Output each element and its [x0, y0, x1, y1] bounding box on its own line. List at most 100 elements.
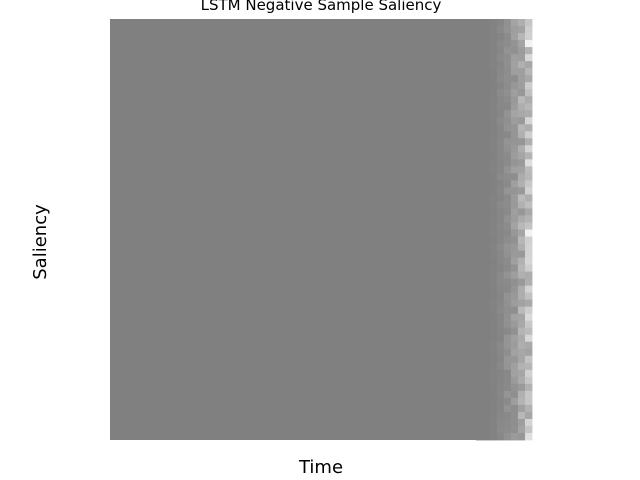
- heatmap-cell: [475, 222, 484, 230]
- heatmap-cell: [482, 145, 491, 153]
- heatmap-cell: [517, 285, 526, 294]
- heatmap-cell: [475, 320, 484, 329]
- heatmap-cell: [496, 26, 505, 34]
- heatmap-cell: [475, 124, 484, 132]
- heatmap-cell: [482, 89, 491, 97]
- heatmap-cell: [482, 229, 491, 237]
- heatmap-cell: [503, 257, 512, 265]
- heatmap-cell: [475, 96, 484, 104]
- heatmap-cell: [503, 61, 512, 69]
- heatmap-cell: [503, 180, 512, 188]
- heatmap-cell: [517, 215, 526, 223]
- heatmap-cell: [517, 313, 526, 322]
- heatmap-cell: [496, 278, 505, 287]
- heatmap-cell: [475, 390, 484, 399]
- heatmap-cell: [482, 271, 491, 280]
- heatmap-cell: [475, 180, 484, 188]
- heatmap-cell: [496, 103, 505, 111]
- heatmap-cell: [475, 285, 484, 294]
- heatmap-cell: [482, 96, 491, 104]
- heatmap-cell: [496, 404, 505, 413]
- heatmap-cell: [510, 348, 519, 357]
- heatmap-cell: [482, 362, 491, 371]
- heatmap-cell: [482, 117, 491, 125]
- heatmap-cell: [489, 257, 498, 265]
- heatmap-cell: [503, 278, 512, 287]
- heatmap-cell: [482, 19, 491, 27]
- heatmap-cell: [475, 82, 484, 90]
- heatmap-cell: [517, 390, 526, 399]
- heatmap-cell: [510, 40, 519, 48]
- heatmap-cell: [503, 208, 512, 216]
- heatmap-cell: [524, 194, 533, 202]
- heatmap-cell: [496, 75, 505, 83]
- heatmap-cell: [496, 33, 505, 41]
- heatmap-cell: [489, 33, 498, 41]
- heatmap-cell: [496, 138, 505, 146]
- heatmap-cell: [510, 306, 519, 315]
- heatmap-cell: [503, 117, 512, 125]
- heatmap-cell: [524, 152, 533, 160]
- heatmap-cell: [510, 26, 519, 34]
- heatmap-cell: [510, 334, 519, 343]
- heatmap-cell: [482, 61, 491, 69]
- heatmap-cell: [496, 383, 505, 392]
- heatmap-cell: [503, 299, 512, 308]
- heatmap-cell: [503, 250, 512, 258]
- heatmap-cell: [475, 348, 484, 357]
- heatmap-cell: [475, 40, 484, 48]
- heatmap-cell: [475, 201, 484, 209]
- heatmap-cell: [475, 257, 484, 265]
- heatmap-cell: [482, 152, 491, 160]
- heatmap-cell: [475, 54, 484, 62]
- heatmap-cell: [475, 208, 484, 216]
- heatmap-cell: [475, 432, 484, 441]
- heatmap-cell: [510, 159, 519, 167]
- heatmap-cell: [496, 131, 505, 139]
- heatmap-cell: [524, 33, 533, 41]
- heatmap-cell: [503, 285, 512, 294]
- heatmap-cell: [496, 145, 505, 153]
- heatmap-cell: [524, 145, 533, 153]
- heatmap-cell: [475, 33, 484, 41]
- heatmap-cell: [482, 166, 491, 174]
- heatmap-cell: [496, 54, 505, 62]
- heatmap-cell: [517, 432, 526, 441]
- heatmap-cell: [524, 187, 533, 195]
- heatmap-cell: [524, 376, 533, 385]
- heatmap-cell: [503, 432, 512, 441]
- heatmap-cell: [489, 194, 498, 202]
- heatmap-cell: [496, 61, 505, 69]
- chart-title: LSTM Negative Sample Saliency: [200, 0, 442, 14]
- heatmap-cell: [482, 33, 491, 41]
- heatmap-cell: [489, 243, 498, 251]
- heatmap-cell: [475, 19, 484, 27]
- heatmap-cell: [517, 411, 526, 420]
- heatmap-cell: [482, 47, 491, 55]
- heatmap-cell: [510, 418, 519, 427]
- heatmap-cell: [489, 222, 498, 230]
- heatmap-cell: [510, 425, 519, 434]
- heatmap-cell: [524, 404, 533, 413]
- heatmap-cell: [475, 229, 484, 237]
- heatmap-cell: [482, 75, 491, 83]
- heatmap-cell: [475, 68, 484, 76]
- heatmap-cell: [496, 201, 505, 209]
- heatmap-cell: [510, 68, 519, 76]
- heatmap-cell: [489, 208, 498, 216]
- heatmap-cell: [524, 40, 533, 48]
- heatmap-cell: [489, 341, 498, 350]
- heatmap-cell: [510, 320, 519, 329]
- heatmap-cell: [489, 103, 498, 111]
- heatmap-cell: [517, 250, 526, 258]
- heatmap-cell: [503, 264, 512, 272]
- heatmap-cell: [517, 425, 526, 434]
- heatmap-cell: [489, 19, 498, 27]
- heatmap-cell: [510, 145, 519, 153]
- heatmap-cell: [489, 390, 498, 399]
- heatmap-cell: [496, 285, 505, 294]
- heatmap-base-region: [110, 19, 532, 440]
- heatmap-cell: [496, 243, 505, 251]
- heatmap-cell: [524, 264, 533, 272]
- heatmap-cell: [489, 40, 498, 48]
